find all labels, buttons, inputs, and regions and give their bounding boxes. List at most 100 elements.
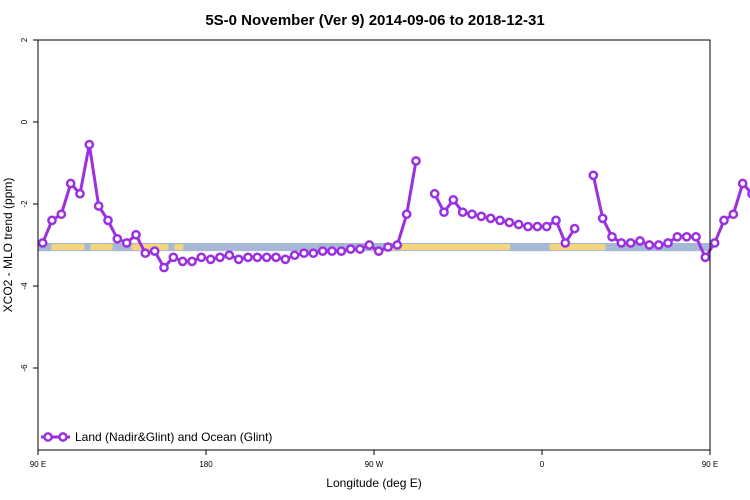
x-axis: 90 E 180 90 W 0 90 E bbox=[30, 450, 718, 469]
data-point bbox=[457, 207, 468, 218]
data-point bbox=[112, 234, 123, 244]
data-point bbox=[439, 207, 449, 218]
data-point bbox=[616, 238, 627, 248]
y-axis: 2 0 -2 -4 -6 bbox=[20, 37, 38, 372]
y-tick-label: 2 bbox=[20, 37, 29, 42]
data-point bbox=[709, 238, 720, 248]
data-point bbox=[177, 256, 188, 267]
data-point bbox=[140, 248, 151, 259]
data-point bbox=[364, 240, 375, 250]
data-point bbox=[327, 246, 337, 256]
data-point bbox=[625, 238, 636, 248]
data-point bbox=[205, 254, 216, 265]
data-point bbox=[280, 254, 291, 265]
data-point bbox=[355, 244, 365, 254]
data-point bbox=[607, 231, 617, 242]
land-patch bbox=[51, 243, 85, 251]
land-patch bbox=[90, 243, 113, 251]
data-point bbox=[728, 209, 739, 220]
land-patch bbox=[385, 243, 511, 251]
x-tick-label: 90 E bbox=[702, 460, 718, 469]
y-tick-label: -4 bbox=[20, 282, 29, 290]
x-axis-label: Longitude (deg E) bbox=[326, 476, 421, 490]
land-patch bbox=[174, 243, 184, 251]
data-point bbox=[737, 178, 748, 189]
data-point bbox=[75, 188, 85, 199]
data-point bbox=[411, 156, 421, 166]
data-point bbox=[252, 252, 263, 263]
x-tick-label: 90 W bbox=[365, 460, 384, 469]
data-point bbox=[532, 221, 543, 232]
data-point bbox=[485, 213, 496, 224]
data-point bbox=[93, 201, 104, 211]
data-point bbox=[37, 238, 48, 248]
data-point bbox=[84, 139, 95, 150]
land-patch bbox=[131, 243, 169, 251]
data-point bbox=[551, 215, 561, 226]
y-axis-label: XCO2 - MLO trend (ppm) bbox=[1, 178, 15, 313]
data-point bbox=[131, 229, 141, 240]
data-point bbox=[495, 215, 505, 226]
data-point bbox=[383, 242, 393, 252]
chart-title: 5S-0 November (Ver 9) 2014-09-06 to 2018… bbox=[205, 12, 544, 29]
data-point bbox=[467, 209, 477, 220]
data-point bbox=[243, 252, 253, 263]
data-point bbox=[513, 219, 524, 230]
data-point bbox=[401, 209, 412, 220]
data-point bbox=[168, 252, 179, 263]
data-point bbox=[65, 178, 76, 189]
data-point bbox=[719, 215, 729, 226]
data-point bbox=[672, 231, 683, 242]
data-point bbox=[289, 250, 300, 261]
data-point bbox=[392, 240, 403, 250]
legend: Land (Nadir&Glint) and Ocean (Glint) bbox=[41, 430, 272, 444]
data-point bbox=[476, 211, 487, 222]
y-tick-label: -2 bbox=[20, 200, 29, 208]
data-point bbox=[271, 252, 281, 263]
data-point bbox=[215, 252, 225, 263]
data-point bbox=[541, 221, 552, 232]
data-point bbox=[159, 262, 169, 273]
data-point bbox=[691, 231, 701, 242]
data-point bbox=[644, 240, 655, 250]
legend-point-marker bbox=[43, 432, 53, 442]
data-point bbox=[635, 236, 645, 246]
data-point bbox=[299, 248, 309, 259]
data-point bbox=[663, 238, 673, 248]
data-point bbox=[103, 215, 113, 226]
data-point bbox=[233, 254, 244, 265]
data-point bbox=[504, 217, 515, 228]
data-point bbox=[373, 246, 384, 256]
data-point bbox=[47, 215, 57, 226]
data-point bbox=[681, 231, 692, 242]
data-point bbox=[597, 213, 608, 224]
x-tick-label: 90 E bbox=[30, 460, 46, 469]
data-point bbox=[336, 246, 347, 256]
data-point bbox=[569, 223, 580, 234]
data-point bbox=[523, 221, 533, 232]
data-point bbox=[429, 188, 440, 199]
x-tick-label: 0 bbox=[540, 460, 545, 469]
data-point bbox=[308, 248, 319, 259]
data-point bbox=[700, 252, 711, 263]
data-point bbox=[448, 195, 459, 205]
x-tick-label: 180 bbox=[199, 460, 213, 469]
legend-point-marker bbox=[58, 432, 68, 442]
data-point bbox=[345, 244, 356, 254]
data-point bbox=[261, 252, 272, 263]
data-point bbox=[149, 246, 160, 256]
series-layer bbox=[37, 139, 750, 273]
data-point bbox=[588, 170, 599, 181]
data-point bbox=[121, 238, 132, 248]
legend-label: Land (Nadir&Glint) and Ocean (Glint) bbox=[75, 430, 272, 444]
y-tick-label: -6 bbox=[20, 364, 29, 372]
data-point bbox=[56, 209, 67, 220]
y-tick-label: 0 bbox=[20, 119, 29, 124]
land-patch bbox=[549, 243, 606, 251]
data-point bbox=[224, 250, 235, 261]
data-point bbox=[187, 256, 197, 267]
data-point bbox=[196, 252, 207, 263]
data-point bbox=[653, 240, 664, 250]
data-point bbox=[560, 238, 571, 248]
